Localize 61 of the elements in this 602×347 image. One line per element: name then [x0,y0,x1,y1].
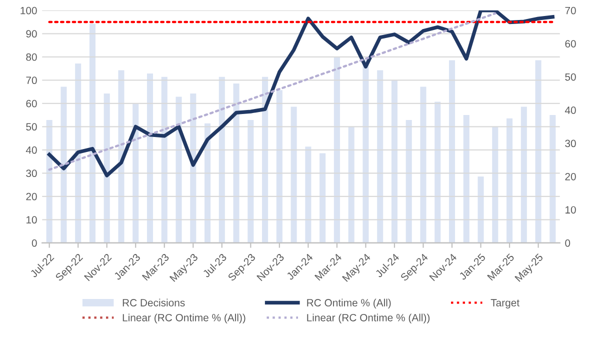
bar [434,102,441,243]
bar [248,120,254,243]
y2-tick-label: 20 [565,172,576,180]
bar [233,83,240,243]
y2-tick-label: 0 [565,239,570,247]
y-tick-label: 50 [26,123,37,131]
y-tick-label: 40 [26,146,37,154]
bar [535,60,542,243]
bar [420,86,426,243]
bar [550,115,556,243]
y2-tick-label: 40 [564,106,576,114]
bar [118,70,124,243]
bar [478,176,484,243]
bar [348,126,354,243]
legend-label: Linear (RC Ontime % (All)) [307,314,430,324]
y2-tick-label: 60 [565,40,576,48]
y2-tick-label: 70 [565,6,576,14]
y-tick-label: 100 [20,6,37,14]
bar [89,24,96,243]
bar [448,60,456,243]
bar [176,96,182,243]
line-series [48,10,554,178]
bar [377,70,384,243]
bar [492,126,498,243]
bar [276,90,282,243]
legend-label: RC Decisions [122,298,185,306]
y-tick-label: 10 [26,216,37,224]
bar [520,106,527,243]
bar [104,93,110,243]
y-tick-label: 0 [32,239,37,247]
bar [204,123,211,243]
y-tick-label: 20 [26,192,37,200]
bar [463,115,470,243]
bar [262,76,268,243]
y-tick-label: 90 [26,30,37,38]
y-tick-label: 60 [26,100,37,108]
bar [60,86,67,243]
bar [320,153,326,243]
bar [290,106,297,243]
legend-label: RC Ontime % (All) [307,298,391,308]
bar [334,56,340,243]
bar [75,64,82,243]
legend-label: Linear (RC Ontime % (All)) [122,314,246,324]
y-tick-label: 30 [26,170,37,178]
legend-label: Target [490,299,520,308]
y2-tick-label: 30 [565,140,576,148]
line-series [48,12,496,171]
bar [132,103,139,243]
bar [218,76,225,243]
bar [406,120,412,243]
y2-tick-label: 50 [565,73,576,81]
bar [362,60,369,243]
bar [161,76,168,243]
y-tick-label: 80 [26,53,37,61]
bar [305,146,312,243]
y2-tick-label: 10 [566,206,576,214]
bar [46,120,52,243]
bar [146,74,154,243]
y-tick-label: 70 [26,76,37,84]
bar [506,118,513,243]
bar [391,80,398,243]
